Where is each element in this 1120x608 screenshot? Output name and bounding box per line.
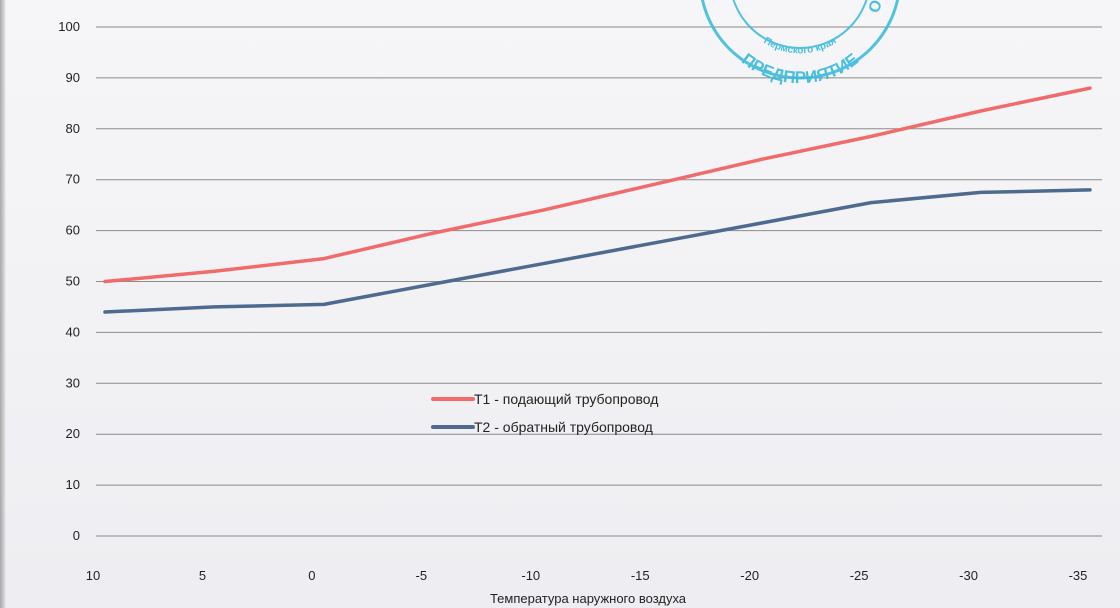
data-point: [651, 183, 654, 186]
y-tick-label: 60: [66, 223, 80, 238]
x-tick-label: -25: [850, 568, 869, 583]
data-point: [541, 209, 544, 212]
legend-label-t1: Т1 - подающий трубопровод: [474, 391, 658, 407]
legend: Т1 - подающий трубопровод Т2 - обратный …: [431, 391, 658, 435]
x-tick-label: -35: [1069, 568, 1088, 583]
data-point: [103, 280, 107, 283]
data-point: [1088, 86, 1092, 90]
data-point: [1088, 188, 1092, 192]
series-line-t1: [103, 86, 1092, 284]
x-tick-label: -15: [631, 568, 650, 583]
data-point: [869, 201, 873, 204]
y-tick-label: 50: [66, 274, 80, 289]
data-point: [760, 221, 763, 225]
data-point: [322, 303, 326, 306]
y-tick-label: 0: [73, 528, 80, 543]
y-tick-label: 80: [66, 121, 80, 136]
y-tick-label: 10: [66, 477, 80, 492]
y-tick-label: 40: [66, 324, 80, 339]
grid-lines: [96, 26, 1102, 537]
data-point: [432, 282, 435, 286]
data-point: [541, 262, 544, 265]
data-point: [651, 242, 654, 245]
x-axis-title: Температура наружного воздуха: [490, 591, 687, 606]
series-line-t2: [103, 188, 1092, 314]
legend-label-t2: Т2 - обратный трубопровод: [474, 419, 653, 435]
data-point: [213, 270, 216, 273]
x-tick-label: -10: [521, 568, 540, 583]
data-point: [432, 231, 435, 235]
y-tick-label: 100: [58, 19, 80, 34]
data-point: [322, 257, 326, 260]
x-tick-label: -30: [959, 568, 978, 583]
y-tick-label: 70: [66, 172, 80, 187]
stamp-inner-text: Пермского края: [762, 35, 839, 56]
data-point: [103, 310, 107, 314]
data-point: [213, 305, 216, 309]
x-tick-label: 5: [199, 568, 206, 583]
y-tick-label: 20: [66, 426, 80, 441]
data-point: [979, 191, 982, 194]
x-tick-labels: 10 5 0 -5 -10 -15 -20 -25 -30 -35: [86, 568, 1088, 583]
stamp-side-letters: О Е: [866, 0, 892, 15]
x-tick-label: -5: [416, 568, 428, 583]
x-tick-label: 0: [308, 568, 315, 583]
y-tick-label: 30: [66, 375, 80, 390]
x-tick-label: 10: [86, 568, 100, 583]
y-tick-labels: 0 10 20 30 40 50 60 70 80 90 100: [58, 19, 80, 543]
data-point: [760, 158, 763, 161]
x-tick-label: -20: [740, 568, 759, 583]
company-stamp: ПРЕДПРИЯТИЕ Пермского края О Е: [700, 0, 900, 87]
data-point: [979, 109, 982, 113]
series-lines: [103, 86, 1092, 314]
y-tick-label: 90: [66, 70, 80, 85]
data-point: [869, 135, 873, 138]
